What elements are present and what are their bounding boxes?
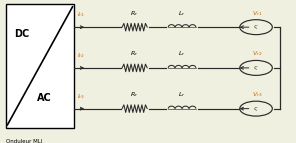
Text: $L_r$: $L_r$ <box>178 90 186 99</box>
Text: $V_{r2}$: $V_{r2}$ <box>252 49 263 58</box>
Text: $\varsigma$: $\varsigma$ <box>253 23 259 31</box>
Text: DC: DC <box>15 29 30 39</box>
Text: $R_r$: $R_r$ <box>131 49 139 58</box>
Text: $I_{r3}$: $I_{r3}$ <box>77 92 85 101</box>
Text: $V_{r3}$: $V_{r3}$ <box>252 90 263 99</box>
Text: $I_{r2}$: $I_{r2}$ <box>77 51 85 60</box>
Text: $\varsigma$: $\varsigma$ <box>253 64 259 72</box>
Text: $\varsigma$: $\varsigma$ <box>253 105 259 113</box>
Text: $R_r$: $R_r$ <box>131 90 139 99</box>
Text: $L_r$: $L_r$ <box>178 49 186 58</box>
Text: $V_{r1}$: $V_{r1}$ <box>252 9 263 18</box>
Text: $R_r$: $R_r$ <box>131 9 139 18</box>
Text: $L_r$: $L_r$ <box>178 9 186 18</box>
Text: $I_{r1}$: $I_{r1}$ <box>77 10 85 19</box>
Polygon shape <box>6 4 74 128</box>
Text: Onduleur MLI: Onduleur MLI <box>6 139 42 143</box>
Text: AC: AC <box>37 93 52 103</box>
